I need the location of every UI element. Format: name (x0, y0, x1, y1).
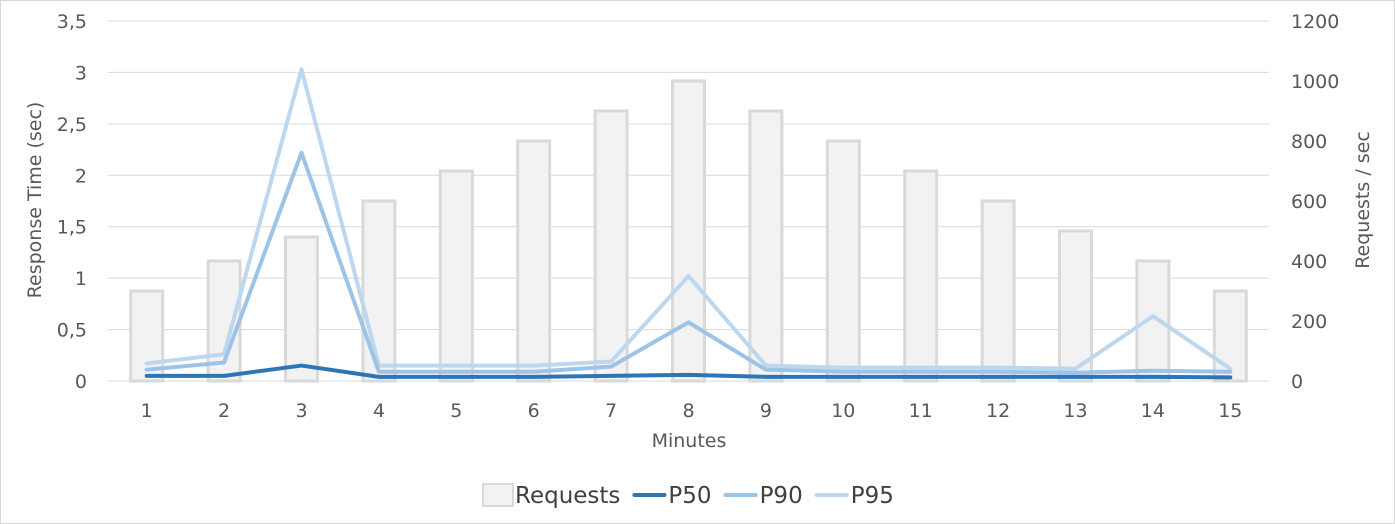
legend: Requests P50 P90 P95 (482, 483, 894, 509)
requests-bar (903, 169, 939, 383)
legend-label: P90 (760, 483, 803, 509)
requests-bar (748, 109, 784, 383)
legend-item-p90: P90 (723, 483, 803, 509)
requests-bar (1212, 289, 1248, 383)
legend-item-p95: P95 (814, 483, 894, 509)
legend-swatch (482, 483, 514, 507)
left-axis-ticks: 0 0,5 1 1,5 2 2,5 3 3,5 (57, 11, 87, 393)
requests-bar (361, 199, 397, 383)
x-tick-label: 8 (682, 400, 694, 422)
x-tick-label: 12 (986, 400, 1010, 422)
x-tick-label: 11 (909, 400, 933, 422)
x-tick-label: 1 (141, 400, 153, 422)
legend-item-p50: P50 (632, 483, 712, 509)
series-line-p95 (144, 67, 1233, 371)
requests-bar (593, 109, 629, 383)
requests-bars (129, 79, 1248, 383)
series-line-p90 (144, 150, 1233, 375)
x-tick-label: 7 (605, 400, 617, 422)
y-tick-label: 0 (75, 371, 87, 393)
legend-label: P50 (668, 483, 711, 509)
x-tick-label: 13 (1063, 400, 1087, 422)
y2-tick-label: 1200 (1291, 11, 1339, 33)
x-tick-label: 14 (1141, 400, 1165, 422)
series-line-p50 (144, 363, 1233, 380)
y-tick-label: 3,5 (57, 11, 87, 33)
y2-axis-title: Requests / sec (1352, 131, 1374, 269)
response-time-lines (144, 67, 1233, 380)
x-tick-label: 5 (450, 400, 462, 422)
y-tick-label: 1 (75, 268, 87, 290)
y-axis-title: Response Time (sec) (24, 102, 46, 299)
y-tick-label: 2 (75, 165, 87, 187)
x-tick-label: 2 (218, 400, 230, 422)
y-tick-label: 3 (75, 62, 87, 84)
requests-bar (1135, 259, 1171, 383)
y-tick-label: 2,5 (57, 114, 87, 136)
y2-tick-label: 0 (1291, 371, 1303, 393)
x-axis-ticks: 1 2 3 4 5 6 7 8 9 10 11 12 13 14 15 (141, 400, 1243, 422)
requests-bar (671, 79, 706, 383)
y2-tick-label: 1000 (1291, 71, 1339, 93)
x-tick-label: 4 (373, 400, 385, 422)
y-tick-label: 0,5 (57, 320, 87, 342)
requests-bar (1058, 229, 1093, 383)
requests-bar (980, 199, 1016, 383)
y-tick-label: 1,5 (57, 217, 87, 239)
legend-label: Requests (515, 483, 620, 509)
requests-bar (825, 139, 861, 383)
legend-item-requests: Requests (482, 483, 620, 509)
right-axis-ticks: 0 200 400 600 800 1000 1200 (1291, 11, 1339, 393)
legend-label: P95 (851, 483, 894, 509)
requests-bar (438, 169, 474, 383)
x-tick-label: 9 (760, 400, 772, 422)
x-axis-title: Minutes (652, 430, 727, 452)
x-tick-label: 10 (831, 400, 855, 422)
x-tick-label: 6 (528, 400, 540, 422)
y2-tick-label: 800 (1291, 131, 1327, 153)
x-tick-label: 3 (295, 400, 307, 422)
y2-tick-label: 200 (1291, 311, 1327, 333)
requests-bar (516, 139, 552, 383)
y2-tick-label: 600 (1291, 191, 1327, 213)
y2-tick-label: 400 (1291, 251, 1327, 273)
requests-bar (284, 235, 319, 383)
x-tick-label: 15 (1218, 400, 1242, 422)
